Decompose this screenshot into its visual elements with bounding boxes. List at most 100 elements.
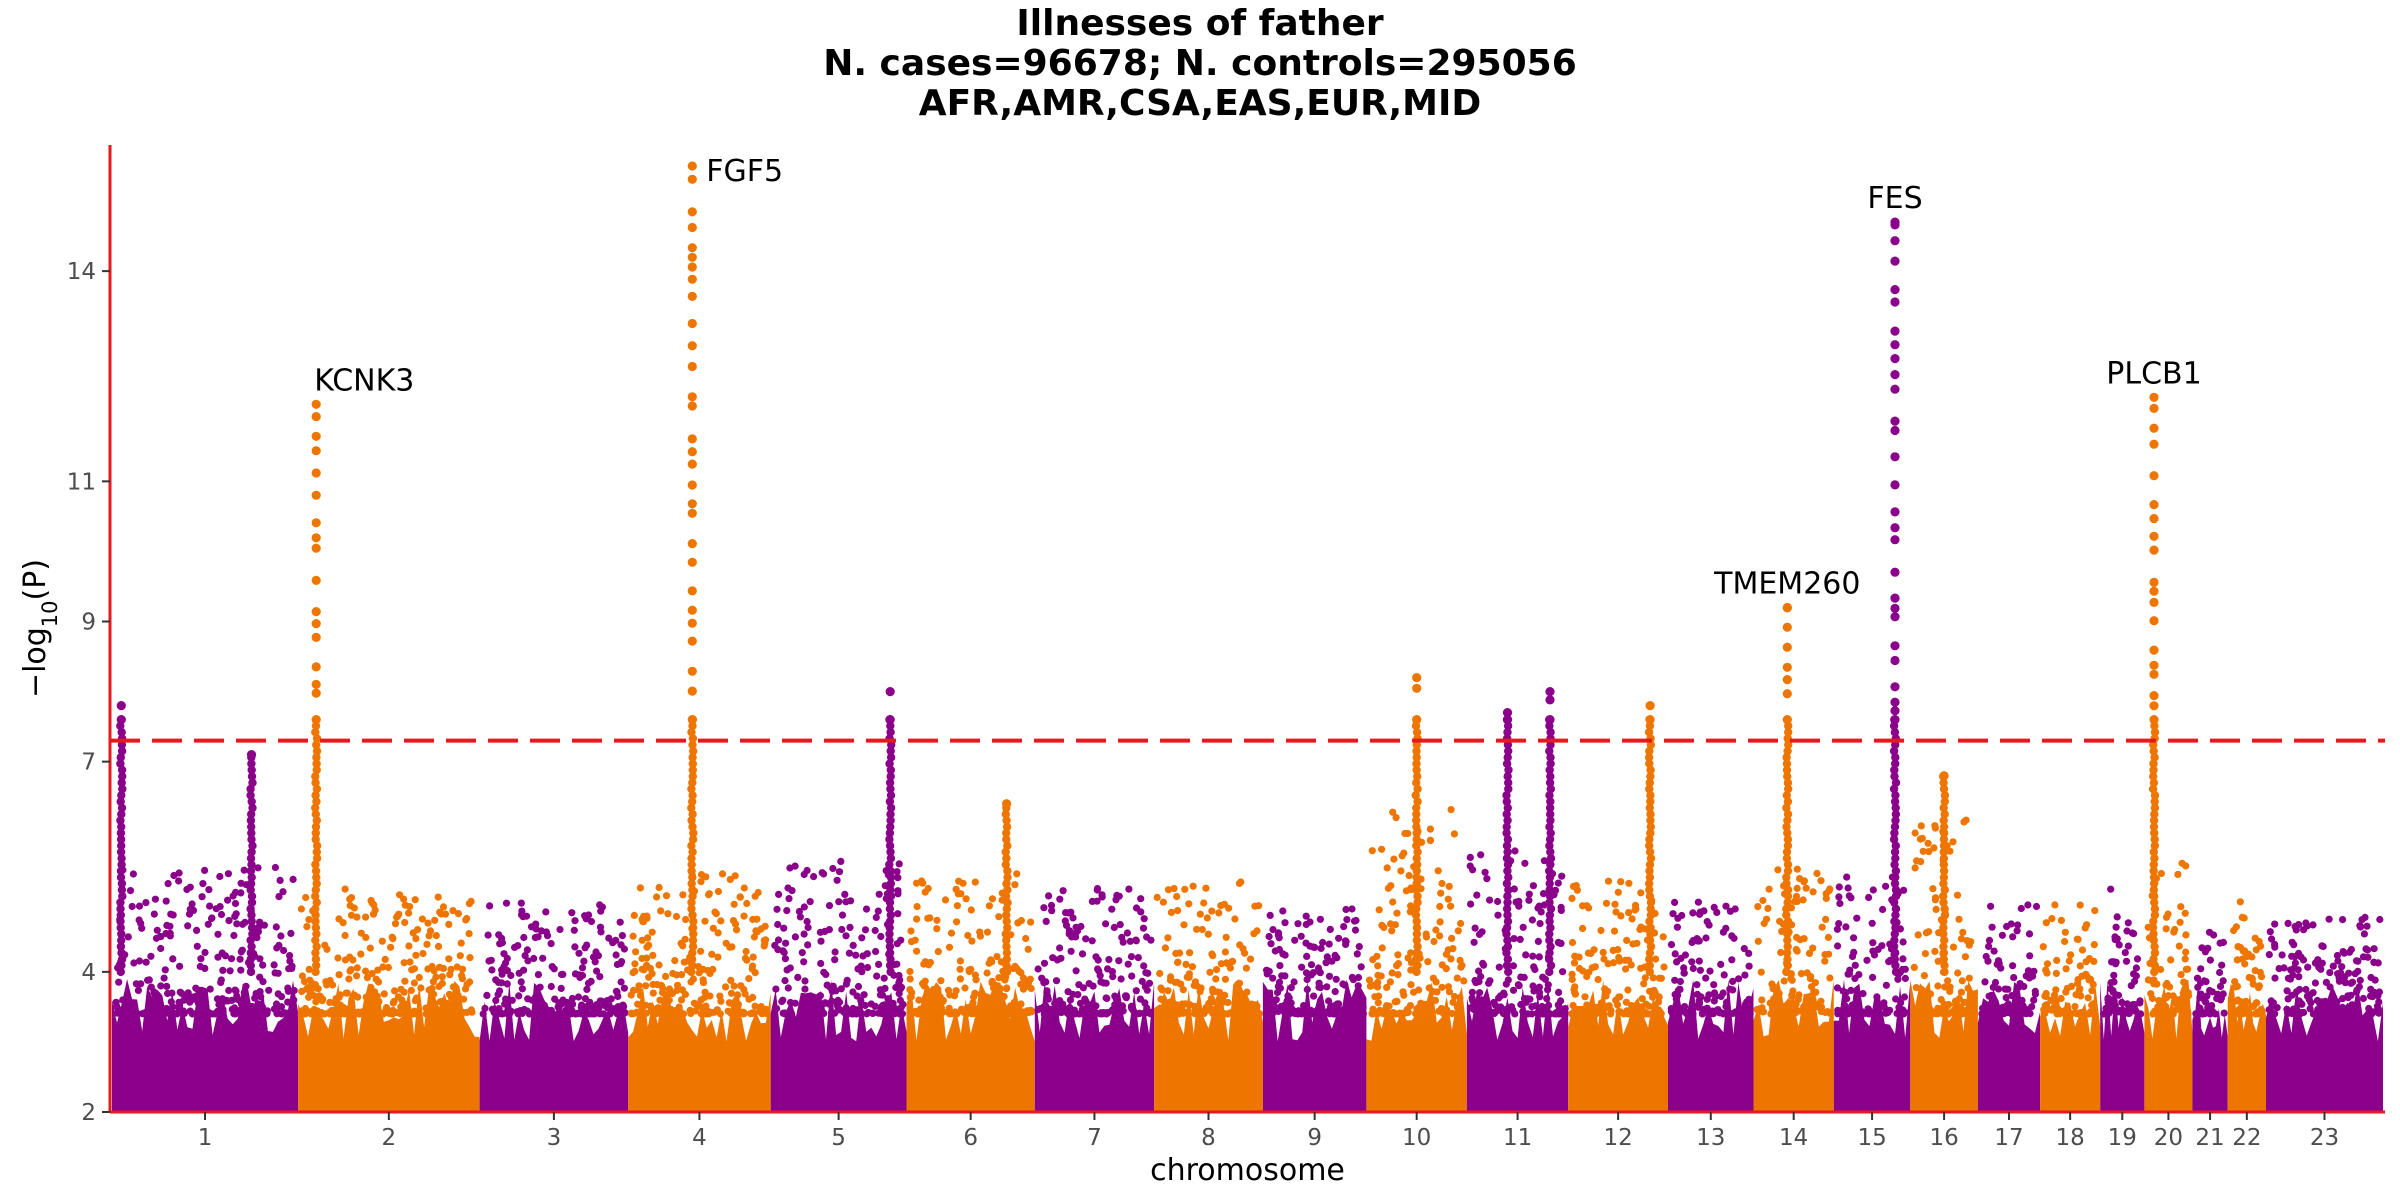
peak-point [1503,803,1513,813]
peak-top-point [1782,602,1792,613]
snp-point [1673,958,1681,966]
snp-point [2053,956,2061,965]
snp-point [778,997,786,1006]
snp-point [500,950,508,958]
snp-point [2239,947,2247,955]
peak-point [117,936,126,945]
snp-point [1079,1007,1087,1016]
snp-point [422,1004,430,1012]
snp-point [717,997,725,1005]
snp-point [2109,986,2117,995]
peak-point [1783,746,1792,756]
peak-point [885,904,895,913]
snp-point [690,999,699,1007]
peak-point [1003,923,1012,932]
peak-point [1890,567,1900,577]
peak-point [248,778,257,787]
snp-point [1681,951,1689,959]
peak-point [687,174,697,184]
chromosome-3-points [479,899,629,1112]
snp-point [1456,994,1464,1002]
snp-point [142,958,150,966]
gene-label-fes: FES [1867,181,1922,216]
snp-point [1510,935,1518,943]
snp-point [1370,981,1378,989]
snp-point [2219,977,2227,985]
snp-point [858,934,866,942]
snp-point [1389,898,1397,906]
snp-point [1949,943,1958,951]
snp-point [2257,942,2265,950]
snp-point [1615,1008,1623,1016]
snp-point [894,910,902,918]
peak-point [1412,810,1421,819]
snp-point [2008,992,2016,1000]
snp-point [1449,998,1457,1006]
snp-point [2147,990,2155,998]
snp-point [1479,959,1487,968]
peak-point [1645,961,1655,970]
peak-point [1546,772,1555,781]
snp-point [926,914,934,922]
snp-point [1689,964,1697,973]
snp-point [129,870,137,878]
snp-point [1332,1010,1341,1018]
snp-point [218,949,226,957]
snp-point [1206,968,1214,976]
snp-point [1174,958,1182,967]
snp-point [1530,963,1538,971]
peak-point [1646,772,1655,781]
snp-point [458,965,467,973]
peak-point [1001,860,1010,869]
snp-point [1483,1008,1491,1016]
snp-point [307,1010,315,1018]
snp-point [1722,902,1730,910]
snp-point [1835,893,1843,901]
snp-point [953,902,962,910]
snp-point [1355,943,1363,951]
snp-point [2025,930,2034,938]
snp-point [1916,835,1924,843]
peak-point [2150,910,2160,920]
peak-point [1890,425,1900,436]
snp-point [2317,965,2325,973]
snp-point [357,929,365,937]
snp-point [2179,989,2187,997]
snp-point [1438,1008,1446,1016]
snp-point [743,956,751,964]
snp-point [1138,977,1146,986]
peak-point [1546,784,1556,794]
snp-point [1137,895,1145,903]
snp-point [2339,948,2347,956]
snp-point [1722,1002,1730,1011]
snp-point [335,971,343,979]
snp-point [1302,912,1310,920]
snp-point [1914,931,1922,939]
peak-point [2149,778,2159,787]
snp-point [636,991,645,1000]
snp-point [1323,983,1331,991]
snp-point [357,950,365,958]
snp-point [616,1010,624,1018]
snp-point [2020,982,2028,991]
snp-point [831,956,839,964]
x-tick-label-chr11: 11 [1503,1125,1532,1151]
snp-point [206,985,214,993]
snp-point [697,871,706,879]
snp-point [1178,1000,1186,1008]
peak-point [312,740,321,749]
peak-point [1891,778,1901,787]
peak-point [1782,904,1791,913]
peak-point [2149,531,2159,541]
snp-point [649,951,657,960]
peak-point [1940,904,1949,913]
snp-point [305,965,313,974]
chart-title: Illnesses of father [1016,3,1384,44]
snp-point [852,951,860,959]
peak-point [1412,746,1421,756]
snp-point [559,1009,567,1017]
snp-point [1745,949,1753,958]
snp-point [237,889,245,897]
snp-point [779,1009,787,1017]
peak-point [1545,778,1555,787]
